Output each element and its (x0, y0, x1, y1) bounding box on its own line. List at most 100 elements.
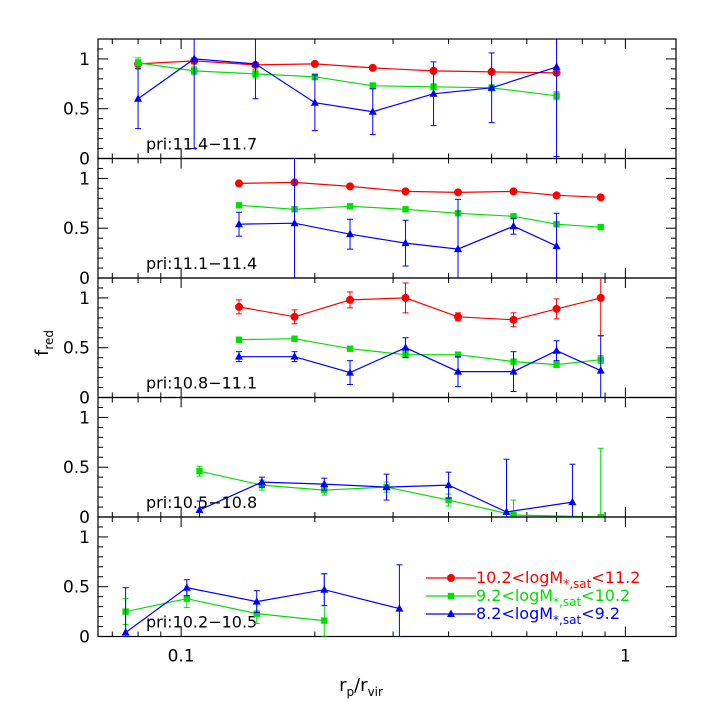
y-axis-title: fred (32, 330, 56, 356)
x-axis-title: rp/rvir (339, 675, 383, 699)
x-tick-label: 1 (620, 647, 631, 667)
data-point-mid (369, 82, 376, 90)
data-point-mid (346, 345, 354, 352)
data-point-mid (553, 361, 560, 368)
data-point-low (429, 89, 438, 97)
panel-3: pri:10.8−11.1 (97, 277, 677, 399)
data-point-low (346, 229, 355, 238)
data-point-mid (196, 467, 203, 475)
panel-label: pri:11.4−11.7 (146, 135, 257, 154)
data-point-mid (291, 335, 298, 342)
panels: pri:11.4−11.7 pri:11.1−11.4 pri:10.8−11.1 p… (97, 38, 677, 638)
data-point-high (401, 293, 410, 302)
data-point-low (454, 244, 463, 253)
series-line-mid (199, 470, 601, 517)
data-point-low (454, 367, 463, 375)
data-point-low (252, 597, 261, 605)
data-point-low (290, 352, 299, 360)
data-point-low (382, 482, 391, 491)
data-point-mid (510, 511, 517, 517)
panel-5: pri:10.2−10.5 (97, 516, 677, 638)
data-point-low (509, 367, 518, 375)
data-point-mid (510, 213, 517, 220)
panel-series (235, 158, 605, 278)
data-point-low (134, 94, 143, 102)
data-point-low (368, 107, 377, 115)
series-line-low (239, 347, 601, 374)
data-point-low (320, 585, 329, 593)
data-point-high (235, 179, 244, 188)
y-tick-label: 0.5 (63, 100, 90, 120)
legend-label: 9.2<logM*,sat<10.2 (476, 586, 630, 609)
y-tick-label: 0.5 (63, 458, 90, 478)
data-point-high (290, 312, 299, 321)
data-point-high (401, 187, 410, 196)
data-point-high (346, 295, 355, 304)
y-tick-label: 1 (79, 528, 90, 548)
data-point-high (596, 293, 605, 302)
data-point-low (310, 98, 319, 106)
series-line-mid (238, 204, 601, 228)
data-point-low (190, 54, 199, 62)
data-point-high (509, 315, 518, 324)
data-point-low (596, 366, 605, 374)
data-point-low (121, 628, 130, 636)
data-point-low (552, 62, 561, 70)
series-line-mid (138, 62, 557, 97)
series-line-low (238, 222, 557, 250)
y-tick-label: 1 (79, 169, 90, 189)
data-point-low (444, 480, 453, 489)
data-point-low (290, 218, 299, 227)
y-tick-label: 0.5 (63, 219, 90, 239)
data-point-high (368, 63, 377, 72)
legend-entry-low: 8.2<logM*,sat<9.2 (426, 604, 620, 627)
legend: 10.2<logM*,sat<11.29.2<logM*,sat<10.28.2… (426, 568, 640, 627)
panel-series (195, 447, 604, 517)
y-tick-label: 0 (79, 508, 90, 528)
panel-4: pri:10.5−10.8 (97, 396, 677, 518)
series-line-low (137, 58, 557, 113)
series-line-high (138, 60, 557, 74)
data-point-low (235, 352, 244, 360)
data-point-high (552, 191, 561, 200)
y-tick-label: 0.5 (63, 339, 90, 359)
data-point-high (235, 302, 244, 311)
data-point-mid (454, 351, 462, 358)
data-point-low (251, 59, 260, 67)
data-point-high (509, 187, 518, 196)
y-tick-label: 0 (79, 389, 90, 409)
data-point-low (401, 343, 410, 351)
series-line-mid (238, 338, 601, 366)
data-point-mid (445, 496, 452, 504)
panel-2: pri:11.1−11.4 (97, 157, 677, 279)
data-point-low (320, 479, 329, 488)
data-point-low (257, 477, 266, 486)
series-line-high (238, 181, 601, 198)
panel-series (121, 564, 404, 637)
legend-entry-high: 10.2<logM*,sat<11.2 (426, 568, 640, 591)
data-point-high (346, 182, 355, 191)
data-point-mid (597, 224, 604, 231)
data-point-low (509, 221, 518, 230)
data-point-mid (346, 203, 354, 210)
data-point-high (552, 304, 561, 313)
y-tick-label: 1 (79, 50, 90, 70)
data-point-mid (183, 595, 191, 602)
y-tick-label: 0 (79, 628, 90, 648)
y-tick-label: 0 (79, 269, 90, 289)
data-point-high (596, 193, 605, 202)
data-point-mid (235, 202, 243, 209)
data-point-low (552, 346, 561, 354)
data-point-high (454, 188, 463, 197)
panel-label: pri:11.1−11.4 (146, 254, 257, 273)
x-tick-label: 0.1 (168, 647, 195, 667)
data-point-low (195, 505, 204, 514)
data-point-low (568, 497, 577, 506)
legend-marker (447, 609, 455, 617)
data-point-high (310, 59, 319, 68)
series-line-high (238, 297, 601, 321)
legend-marker (447, 574, 455, 582)
panel-label: pri:10.5−10.8 (146, 493, 257, 512)
panel-series (134, 39, 561, 158)
